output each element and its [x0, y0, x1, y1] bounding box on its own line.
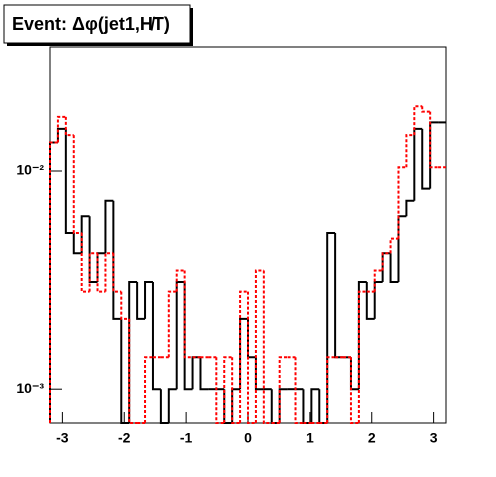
histogram-bin [167, 388, 177, 423]
y-tick-label: 10⁻³ [16, 380, 44, 396]
histogram-bin [96, 253, 106, 293]
histogram-bin [112, 200, 122, 320]
histogram-bin [151, 281, 161, 391]
histogram-bin [349, 357, 359, 424]
histogram-bin [159, 389, 169, 424]
histogram-bin [231, 357, 241, 424]
title-box [3, 4, 191, 44]
histogram-bin [429, 111, 439, 169]
y-tick-label: 10⁻² [16, 162, 44, 178]
histogram-bin [294, 357, 304, 424]
histogram-bin [183, 270, 193, 359]
histogram-bin [397, 166, 407, 239]
histogram-bin [64, 116, 74, 137]
histogram-bin [278, 356, 288, 423]
histogram-bin [112, 253, 122, 293]
histogram-bin [365, 281, 375, 320]
histogram-bin [49, 141, 58, 423]
histogram-bin [326, 356, 336, 423]
histogram-bin [72, 135, 82, 234]
histogram-bin [88, 216, 98, 283]
histogram-bin [421, 106, 431, 113]
x-tick-label: 0 [244, 430, 252, 446]
x-tick-label: 3 [430, 430, 438, 446]
x-tick-label: -2 [118, 430, 131, 446]
x-tick-label: -3 [56, 430, 69, 446]
histogram-bin [120, 318, 130, 424]
histogram-bin [167, 290, 177, 358]
histogram-bin [262, 270, 272, 424]
x-tick-label: 1 [306, 430, 314, 446]
histogram-bin [104, 252, 114, 292]
histogram-bin [405, 199, 415, 217]
histogram-bin [357, 280, 367, 390]
chart-title: Event: Δφ(jet1,H̸T) [12, 14, 170, 34]
histogram-bin [199, 357, 209, 391]
histogram-bin [326, 231, 336, 423]
histogram-bin [88, 252, 98, 292]
histogram-bin [175, 280, 185, 390]
histogram-bin [120, 291, 130, 320]
histogram-bin [310, 388, 320, 423]
histogram-bin [421, 128, 431, 190]
histogram-bin [144, 356, 153, 423]
histogram-bin [175, 269, 185, 292]
histogram-bin [215, 357, 225, 424]
histogram-bin [254, 269, 264, 423]
histogram-bin [64, 128, 74, 234]
histogram-bin [373, 269, 383, 292]
histogram-bin [72, 232, 82, 255]
histogram-bin [247, 291, 256, 424]
histogram-bin [405, 134, 415, 168]
histogram-bin [381, 252, 391, 271]
x-tick-label: -1 [180, 430, 193, 446]
x-tick-label: 2 [368, 430, 376, 446]
histogram-bin [389, 253, 399, 283]
histogram-bin [239, 290, 248, 423]
histogram-bin [223, 356, 233, 423]
histogram-bin [357, 290, 367, 423]
histogram-bin [56, 127, 66, 143]
histogram-bin [144, 280, 153, 319]
histogram-bin [136, 281, 146, 320]
histogram-bin [104, 199, 114, 254]
histogram-bin [373, 280, 383, 319]
histogram-bin [56, 115, 66, 143]
